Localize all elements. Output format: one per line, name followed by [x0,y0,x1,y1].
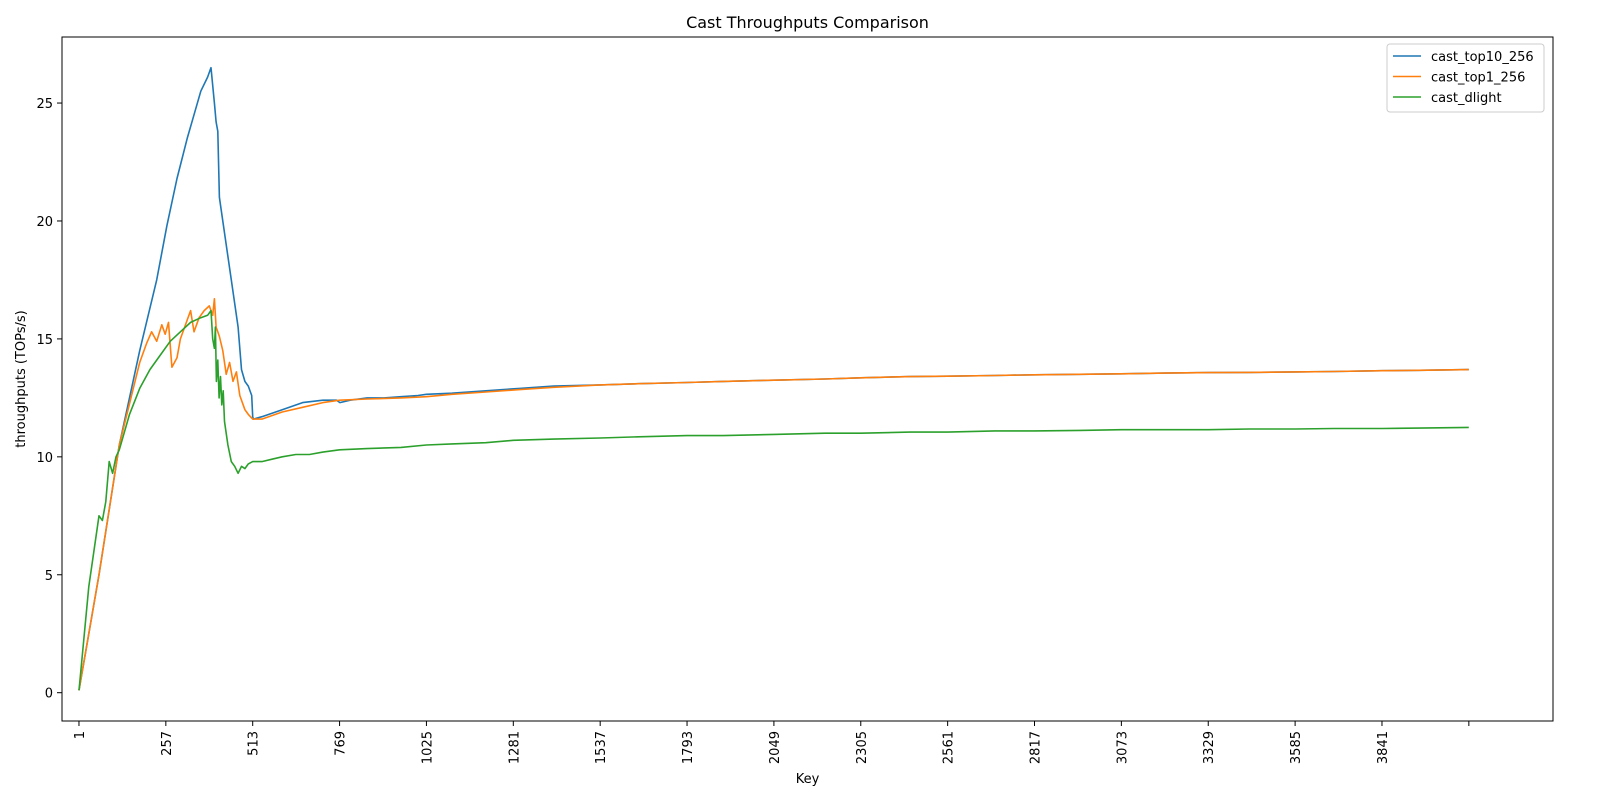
x-tick-label: 2561 [942,731,957,764]
series-line-cast_dlight [78,309,1469,691]
x-tick-label: 513 [247,731,262,756]
legend-label: cast_top10_256 [1431,50,1534,65]
x-tick-label: 2305 [855,731,870,764]
plot-frame [61,36,1554,722]
legend-label: cast_top1_256 [1431,71,1525,86]
x-tick-label: 1 [73,731,88,739]
y-axis-title: throughputs (TOPs/s) [14,310,29,447]
legend-label: cast_dlight [1431,91,1502,106]
y-tick-label: 10 [36,451,53,466]
y-tick-label: 25 [36,97,53,112]
x-tick-label: 1537 [594,731,609,764]
y-tick-label: 5 [45,569,53,584]
x-axis: 1 257 513 769 1025 1281 1537 1793 2049 2305 2561 28… [73,721,1470,764]
chart-title: Cast Throughputs Comparison [686,13,929,32]
x-tick-label: 3073 [1115,731,1130,764]
x-tick-label: 1025 [420,731,435,764]
x-axis-title: Key [796,772,820,787]
y-tick-label: 0 [45,687,53,702]
x-tick-label: 1281 [507,731,522,764]
x-tick-label: 3585 [1289,731,1304,764]
y-axis: 0 5 10 15 20 25 [36,97,62,702]
legend-box [1386,43,1545,113]
series-line-cast_top1_256 [78,297,1469,691]
x-tick-label: 2817 [1029,731,1044,764]
y-tick-label: 15 [36,333,53,348]
x-tick-label: 2049 [768,731,783,764]
legend: cast_top10_256 cast_top1_256 cast_dlight [1386,43,1545,113]
x-tick-label: 1793 [681,731,696,764]
x-tick-label: 3841 [1376,731,1391,764]
x-tick-label: 769 [334,731,349,756]
series-line-cast_top10_256 [78,66,1469,691]
x-tick-label: 3329 [1202,731,1217,764]
y-tick-label: 20 [36,215,53,230]
plot-lines [78,66,1469,691]
x-tick-label: 257 [160,731,175,756]
